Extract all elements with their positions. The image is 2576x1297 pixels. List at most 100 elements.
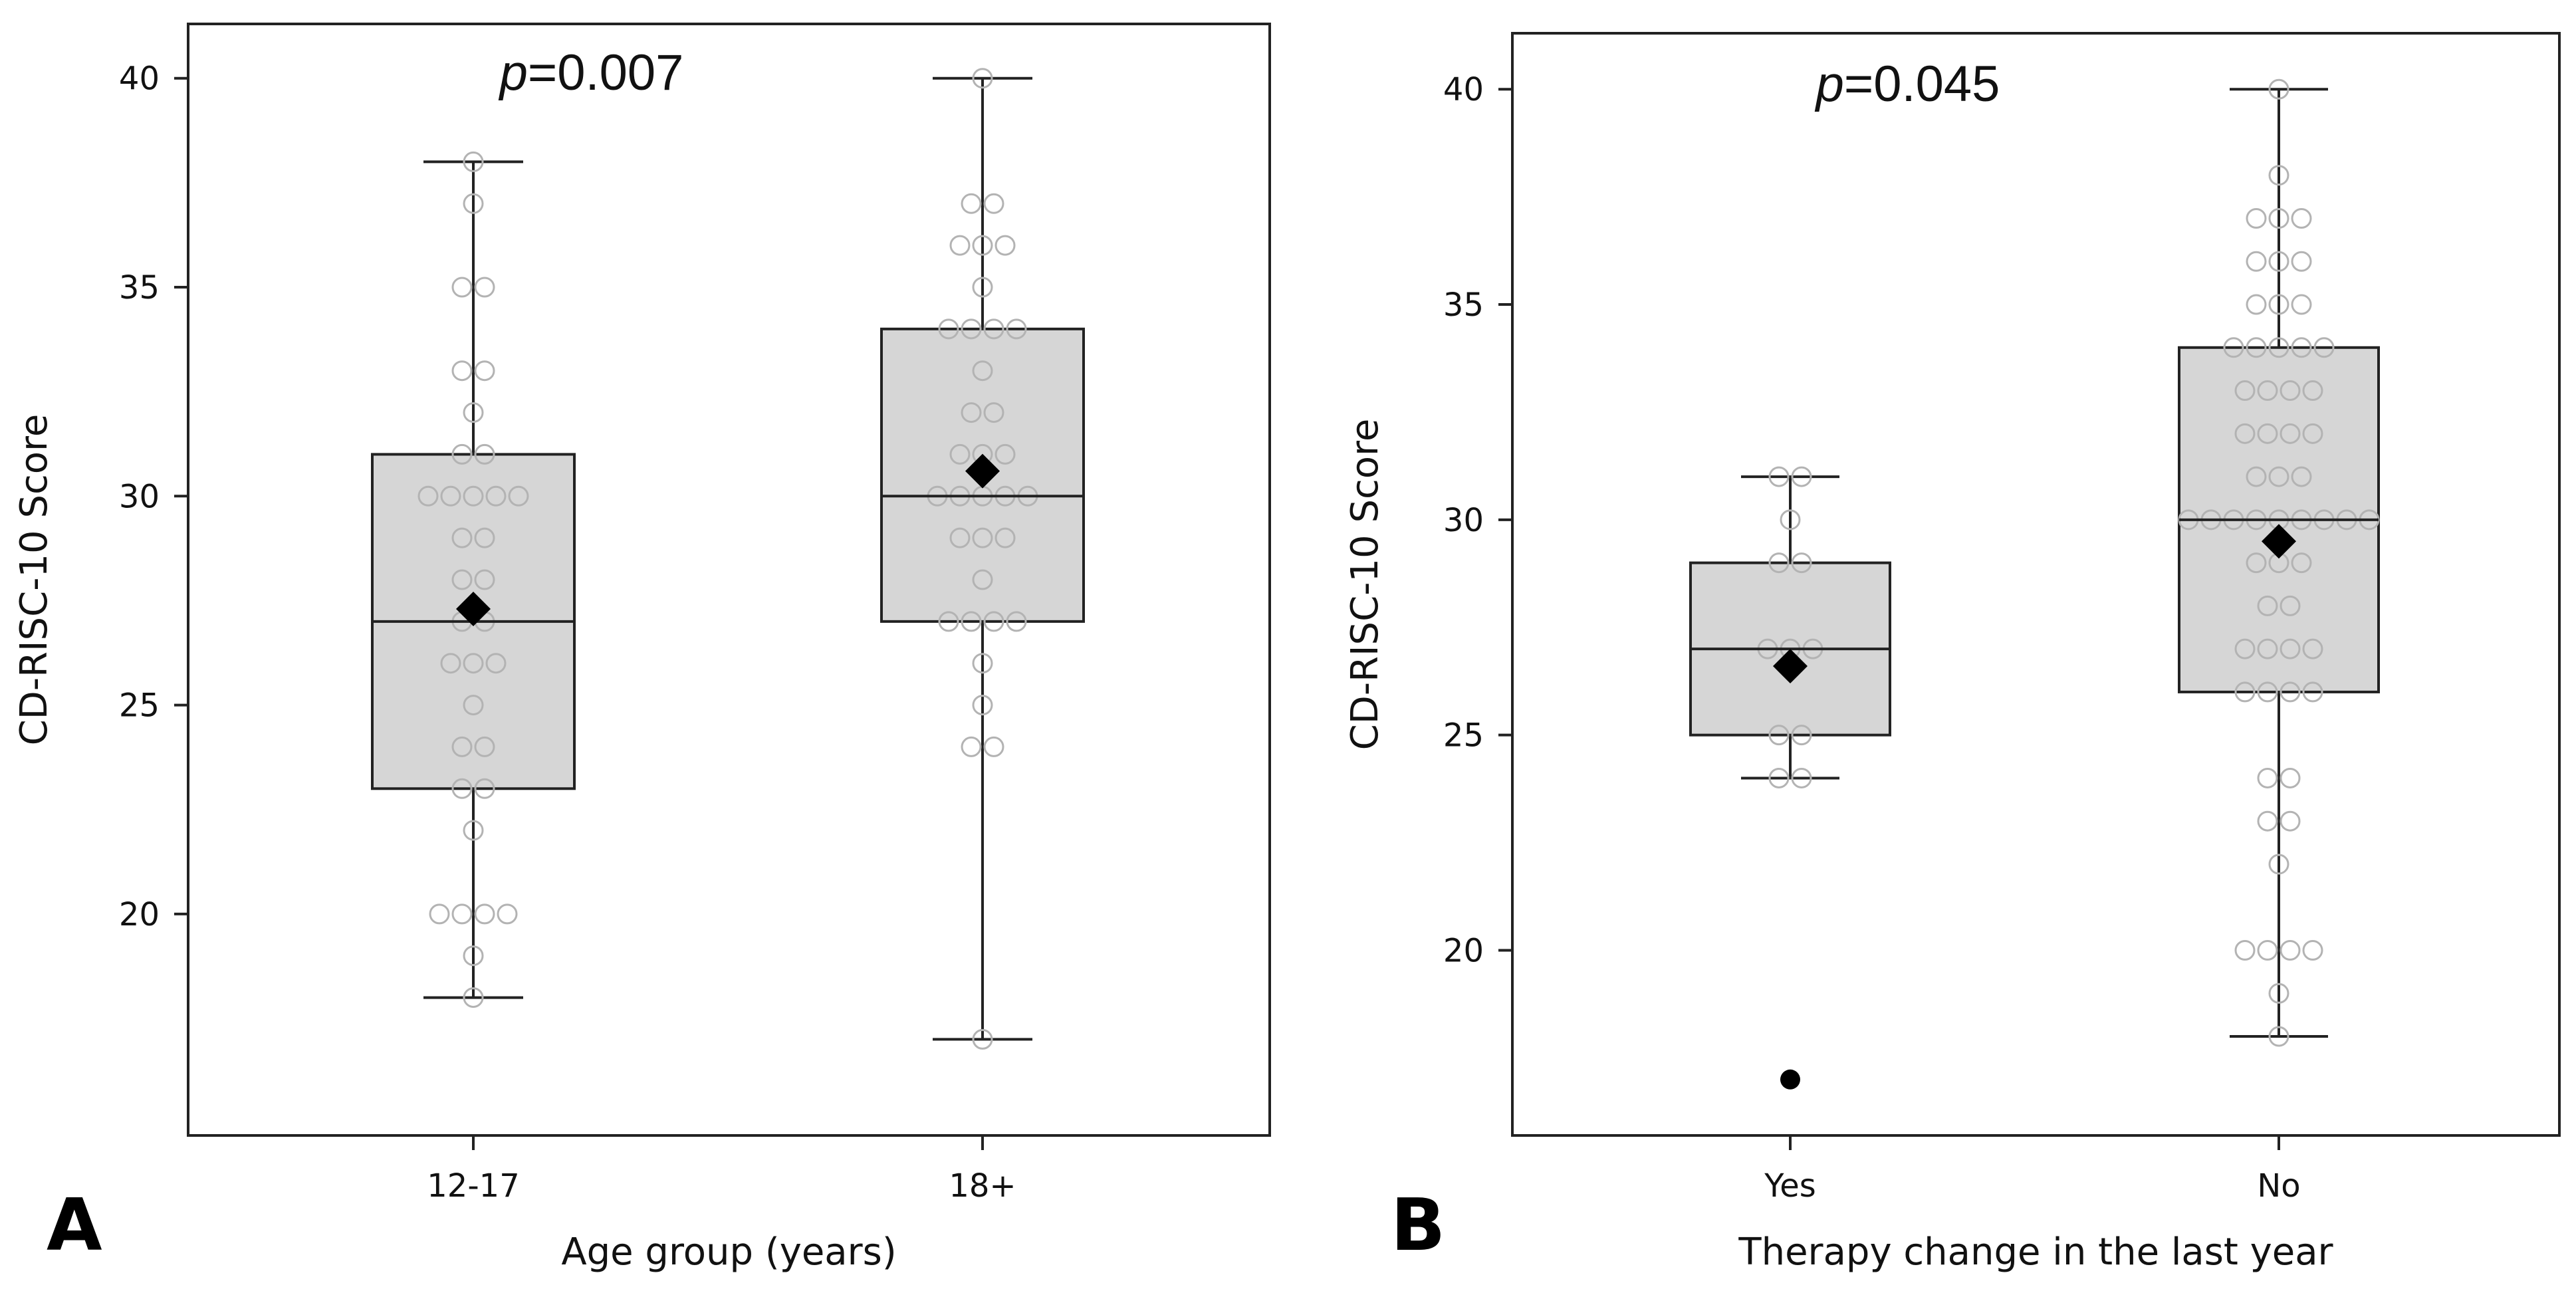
data-point: [972, 277, 993, 298]
p-value-annotation: p=0.045: [1815, 56, 2000, 112]
data-point: [2302, 638, 2323, 659]
data-point: [2280, 810, 2301, 832]
data-point: [2257, 595, 2278, 616]
data-point: [429, 903, 450, 925]
data-point: [440, 485, 461, 507]
data-point: [972, 653, 993, 674]
data-point: [2313, 337, 2335, 358]
data-point: [2268, 1026, 2289, 1047]
data-point: [972, 527, 993, 548]
data-point: [2257, 767, 2278, 788]
data-point: [508, 485, 529, 507]
data-point: [2291, 251, 2312, 272]
data-point: [2280, 681, 2301, 703]
plot-frame: [1511, 32, 2561, 1137]
data-point: [2234, 423, 2256, 444]
data-point: [983, 736, 1004, 757]
data-point: [2246, 466, 2267, 487]
outlier-point: [1780, 1069, 1800, 1090]
data-point: [474, 277, 495, 298]
data-point: [972, 1028, 993, 1050]
data-point: [972, 235, 993, 256]
data-point: [417, 485, 439, 507]
data-point: [972, 569, 993, 590]
data-point: [463, 485, 484, 507]
data-point: [463, 653, 484, 674]
data-point: [2257, 380, 2278, 402]
data-point: [463, 193, 484, 214]
data-point: [949, 235, 971, 256]
data-point: [983, 318, 1004, 340]
data-point: [485, 485, 507, 507]
data-point: [972, 68, 993, 89]
data-point: [451, 360, 473, 382]
data-point: [983, 611, 1004, 632]
data-point: [938, 611, 959, 632]
data-point: [995, 443, 1016, 465]
data-point: [474, 569, 495, 590]
data-point: [2280, 380, 2301, 402]
data-point: [463, 987, 484, 1008]
data-point: [497, 903, 518, 925]
data-point: [2268, 337, 2289, 358]
data-point: [983, 193, 1004, 214]
data-point: [451, 569, 473, 590]
data-point: [2268, 251, 2289, 272]
y-tick-label: 25: [119, 687, 160, 725]
data-point: [961, 318, 982, 340]
data-point: [2257, 423, 2278, 444]
data-point: [1791, 767, 1812, 788]
y-tick-label: 40: [1443, 71, 1484, 108]
data-point: [2280, 423, 2301, 444]
data-point: [463, 945, 484, 967]
box-group-12-17: 12-17: [371, 151, 576, 1205]
p-symbol: p: [1815, 56, 1844, 112]
data-point: [2302, 940, 2323, 961]
data-point: [2257, 940, 2278, 961]
data-point: [474, 443, 495, 465]
data-point: [961, 611, 982, 632]
data-point: [2268, 983, 2289, 1004]
p-value-annotation: p=0.007: [499, 45, 684, 101]
data-point: [2302, 380, 2323, 402]
data-point: [1791, 466, 1812, 487]
data-point: [2246, 294, 2267, 315]
panel-a: 20 25 30 35 40 CD-RISC-10 Score 12-17 18+ Age gr…: [13, 23, 1271, 1274]
x-tick-label: Yes: [1764, 1167, 1815, 1205]
y-tick-label: 25: [1443, 717, 1484, 755]
data-point: [2280, 595, 2301, 616]
data-point: [2246, 251, 2267, 272]
p-value: =0.007: [528, 45, 684, 101]
x-tick-label: 12-17: [427, 1167, 519, 1205]
data-point: [2291, 207, 2312, 229]
data-point: [451, 736, 473, 757]
x-tick-label: No: [2257, 1167, 2300, 1205]
plot-frame: [187, 23, 1271, 1137]
data-point: [474, 903, 495, 925]
data-point: [961, 193, 982, 214]
data-point: [2234, 380, 2256, 402]
data-point: [1768, 767, 1790, 788]
data-point: [2234, 681, 2256, 703]
data-point: [2291, 466, 2312, 487]
panel-label: A: [47, 1184, 102, 1267]
data-point: [2280, 940, 2301, 961]
data-point: [2291, 552, 2312, 574]
data-point: [1006, 318, 1027, 340]
data-point: [1791, 725, 1812, 746]
x-tick-label: 18+: [949, 1167, 1016, 1205]
x-axis-label: Therapy change in the last year: [1738, 1231, 2333, 1274]
data-point: [451, 778, 473, 799]
data-point: [949, 527, 971, 548]
data-point: [2246, 552, 2267, 574]
data-point: [2257, 810, 2278, 832]
y-tick-label: 40: [119, 60, 160, 98]
y-tick-label: 30: [1443, 502, 1484, 539]
data-point: [972, 695, 993, 716]
data-point: [2246, 207, 2267, 229]
data-point: [1006, 611, 1027, 632]
data-point: [474, 360, 495, 382]
p-value: =0.045: [1844, 56, 2000, 112]
data-point: [474, 736, 495, 757]
